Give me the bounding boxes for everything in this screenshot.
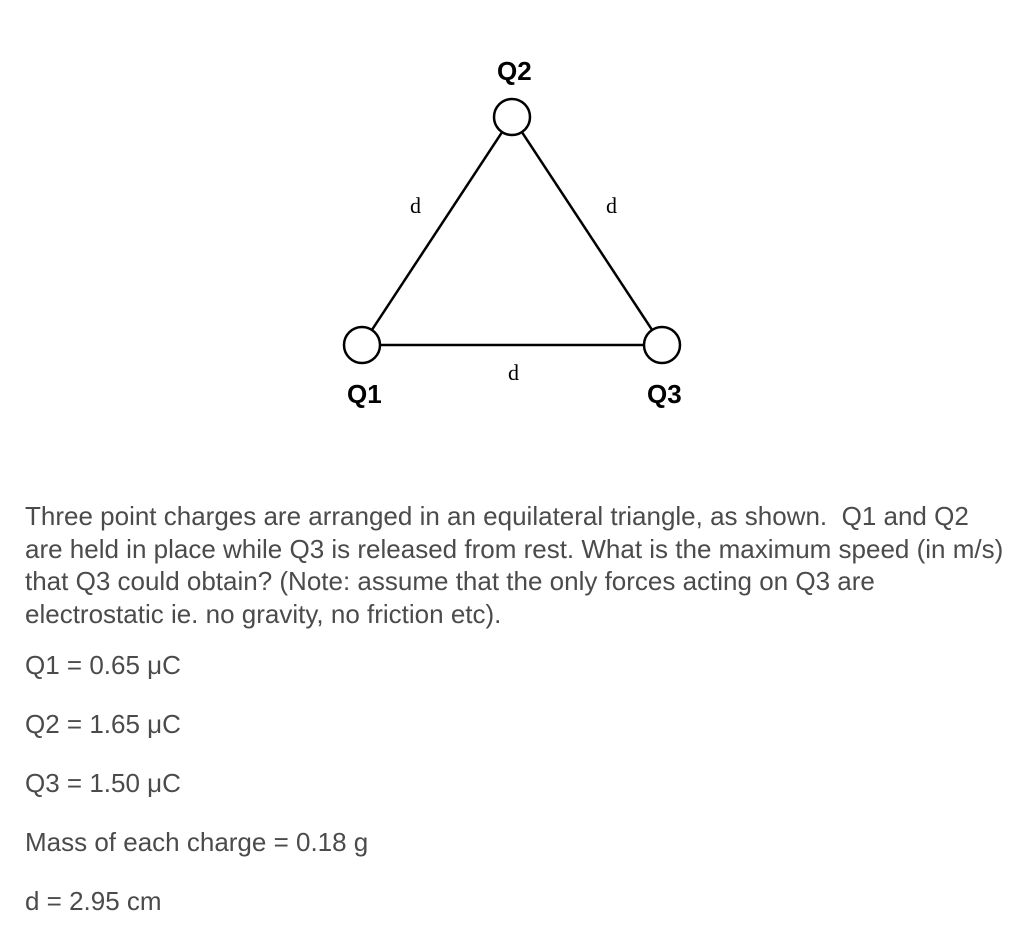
parameter-row: d = 2.95 cm (25, 886, 368, 917)
edge-q2-q1 (372, 132, 502, 330)
parameter-row: Q3 = 1.50 μC (25, 768, 368, 799)
nodes-group (344, 99, 680, 363)
edge-label: d (606, 193, 617, 218)
charge-node-q2 (494, 99, 530, 135)
node-label: Q2 (497, 56, 532, 86)
node-label: Q3 (647, 379, 682, 409)
edge-label: d (410, 193, 421, 218)
parameter-row: Mass of each charge = 0.18 g (25, 827, 368, 858)
node-label: Q1 (347, 379, 382, 409)
edge-labels-group: d d d (410, 193, 617, 385)
parameter-row: Q1 = 0.65 μC (25, 650, 368, 681)
problem-text: Three point charges are arranged in an e… (25, 500, 1005, 630)
parameter-row: Q2 = 1.65 μC (25, 709, 368, 740)
diagram-svg: Q2 Q1 Q3 d d d (292, 55, 732, 435)
edge-label: d (508, 360, 519, 385)
charge-node-q3 (644, 327, 680, 363)
edge-q2-q3 (522, 132, 652, 330)
edges-group (372, 132, 652, 345)
parameter-list: Q1 = 0.65 μC Q2 = 1.65 μC Q3 = 1.50 μC Mass… (25, 650, 368, 945)
charge-node-q1 (344, 327, 380, 363)
triangle-diagram: Q2 Q1 Q3 d d d (292, 55, 732, 435)
